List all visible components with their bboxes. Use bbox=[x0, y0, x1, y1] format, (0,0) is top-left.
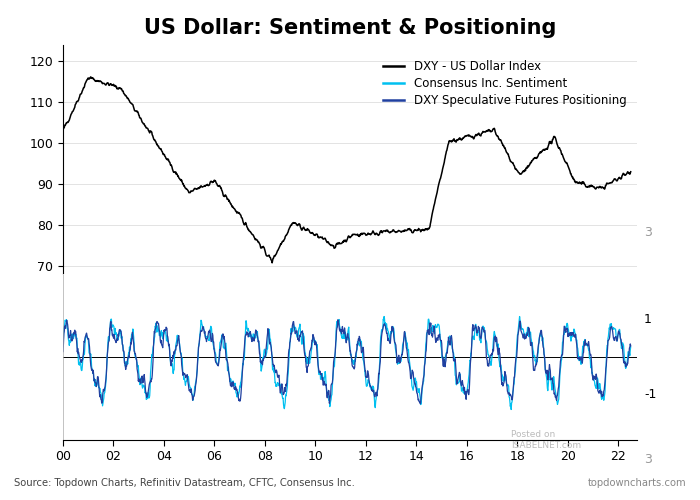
Text: Posted on
ISABELNET.com: Posted on ISABELNET.com bbox=[511, 430, 581, 450]
Text: topdowncharts.com: topdowncharts.com bbox=[587, 478, 686, 488]
Legend: DXY - US Dollar Index, Consensus Inc. Sentiment, DXY Speculative Futures Positio: DXY - US Dollar Index, Consensus Inc. Se… bbox=[378, 56, 631, 112]
Text: -1: -1 bbox=[644, 388, 657, 402]
Title: US Dollar: Sentiment & Positioning: US Dollar: Sentiment & Positioning bbox=[144, 18, 556, 38]
Text: 3: 3 bbox=[644, 454, 652, 466]
Text: 1: 1 bbox=[644, 313, 652, 326]
Text: Source: Topdown Charts, Refinitiv Datastream, CFTC, Consensus Inc.: Source: Topdown Charts, Refinitiv Datast… bbox=[14, 478, 355, 488]
Text: 3: 3 bbox=[644, 226, 652, 239]
